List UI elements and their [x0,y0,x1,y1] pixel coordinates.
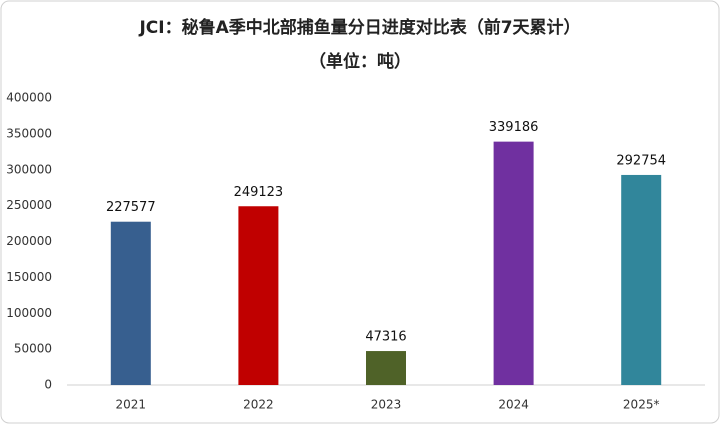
bar [621,174,662,385]
bar [110,221,151,385]
data-label: 292754 [616,153,666,168]
y-tick-label: 200000 [6,234,52,248]
x-tick-label: 2024 [498,398,529,412]
x-tick-label: 2022 [243,398,274,412]
y-tick-label: 400000 [6,91,52,105]
x-tick-label: 2021 [116,398,147,412]
bar [366,351,406,385]
data-label: 339186 [489,120,539,135]
y-tick-label: 300000 [6,162,52,176]
y-tick-label: 0 [44,378,52,392]
y-tick-label: 350000 [6,126,52,140]
x-tick-label: 2025* [623,398,660,412]
chart-title: JCI：秘鲁A季中北部捕鱼量分日进度对比表（前7天累计） [138,17,580,38]
y-tick-label: 50000 [14,342,52,356]
data-label: 227577 [106,200,156,215]
data-label: 249123 [234,185,284,200]
y-tick-label: 250000 [6,198,52,212]
data-label: 47316 [365,330,406,345]
y-tick-label: 150000 [6,270,52,284]
bar [493,141,534,385]
chart-subtitle: （单位：吨） [309,51,411,72]
y-tick-label: 100000 [6,306,52,320]
x-tick-label: 2023 [371,398,402,412]
bar [238,206,279,385]
